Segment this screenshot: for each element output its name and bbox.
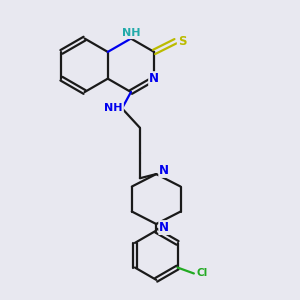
Text: S: S <box>178 35 186 48</box>
Text: N: N <box>159 221 169 234</box>
Text: Cl: Cl <box>196 268 208 278</box>
Text: N: N <box>159 164 169 177</box>
Text: NH: NH <box>122 28 140 38</box>
Text: NH: NH <box>104 103 123 113</box>
Text: N: N <box>149 72 159 85</box>
